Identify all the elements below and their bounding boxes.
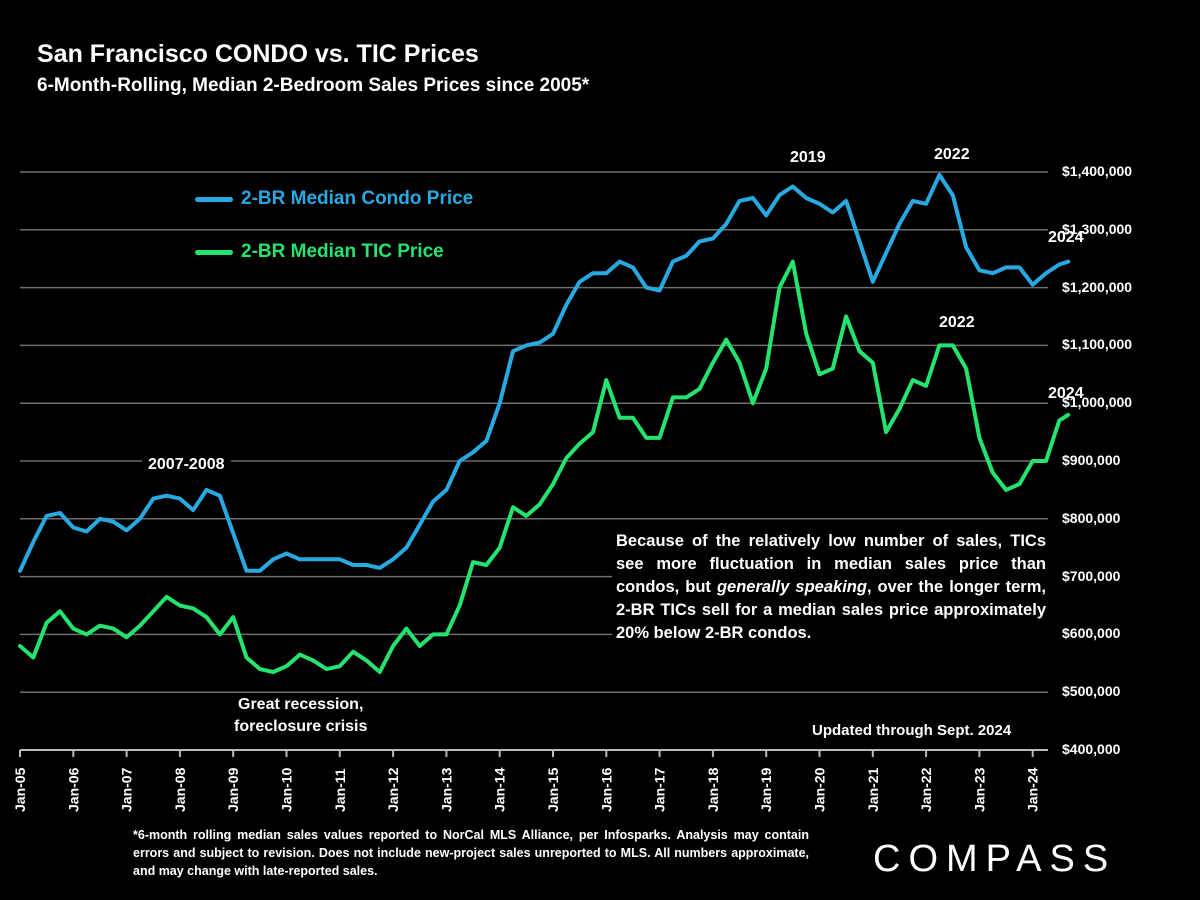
annotation-condo-2019: 2019 — [784, 147, 832, 169]
x-tick-label: Jan-16 — [598, 767, 614, 812]
legend-item-condo: 2-BR Median Condo Price — [195, 188, 473, 210]
x-tick-label: Jan-15 — [545, 767, 561, 812]
note-part-2: generally speaking — [716, 578, 867, 596]
y-tick-label: $1,400,000 — [1062, 163, 1133, 179]
x-tick-label: Jan-06 — [65, 767, 81, 812]
y-tick-label: $1,000,000 — [1062, 394, 1133, 411]
x-tick-label: Jan-10 — [279, 767, 295, 812]
chart-title: San Francisco CONDO vs. TIC Prices — [37, 40, 479, 68]
x-tick-label: Jan-20 — [812, 767, 828, 812]
y-tick-label: $700,000 — [1062, 567, 1121, 584]
tic-price-line — [18, 259, 1071, 674]
legend-label-tic: 2-BR Median TIC Price — [241, 241, 444, 262]
x-tick-label: Jan-09 — [225, 767, 241, 812]
y-tick-label: $1,200,000 — [1062, 278, 1133, 295]
footnote: *6-month rolling median sales values rep… — [133, 828, 809, 878]
legend-swatch-condo — [195, 196, 233, 202]
legend-item-tic: 2-BR Median TIC Price — [195, 241, 444, 263]
legend-swatch-tic — [195, 249, 233, 255]
x-tick-label: Jan-24 — [1025, 767, 1041, 812]
x-tick-label: Jan-21 — [865, 767, 881, 812]
annotation-2007-2008: 2007-2008 — [142, 454, 231, 476]
annotation-tic-2022: 2022 — [933, 312, 981, 334]
y-tick-label: $900,000 — [1062, 452, 1121, 468]
annotation-condo-2022: 2022 — [928, 144, 976, 166]
note-part-3: , over the longer term, 2-BR TICs sell f… — [616, 578, 1046, 642]
annotation-note: Because of the relatively low number of … — [612, 530, 1050, 645]
y-tick-label: $600,000 — [1062, 625, 1121, 642]
x-tick-label: Jan-07 — [119, 767, 135, 812]
chart-subtitle: 6-Month-Rolling, Median 2-Bedroom Sales … — [37, 75, 590, 96]
x-tick-label: Jan-05 — [12, 767, 28, 812]
compass-logo: COMPASS — [873, 838, 1117, 880]
x-tick-label: Jan-11 — [332, 768, 348, 812]
annotation-recession-line1: Great recession, — [238, 696, 364, 713]
updated-label: Updated through Sept. 2024 — [812, 722, 1012, 739]
annotation-tic-2024: 2024 — [1048, 385, 1084, 402]
condo-price-line — [18, 172, 1071, 573]
x-tick-label: Jan-08 — [172, 767, 188, 812]
x-tick-label: Jan-14 — [492, 767, 508, 812]
y-tick-label: $1,300,000 — [1062, 220, 1133, 237]
y-tick-label: $1,100,000 — [1062, 336, 1133, 353]
x-tick-label: Jan-22 — [918, 767, 934, 812]
x-tick-label: Jan-19 — [758, 767, 774, 812]
y-tick-label: $400,000 — [1062, 741, 1121, 757]
y-tick-label: $500,000 — [1062, 683, 1121, 700]
annotation-recession-line2: foreclosure crisis — [234, 718, 368, 735]
legend-label-condo: 2-BR Median Condo Price — [241, 188, 474, 209]
x-tick-label: Jan-12 — [385, 767, 401, 812]
y-tick-label: $800,000 — [1062, 509, 1121, 526]
x-tick-label: Jan-23 — [971, 767, 987, 812]
annotation-condo-2024: 2024 — [1048, 229, 1084, 246]
x-tick-label: Jan-18 — [705, 767, 721, 812]
note-part-1: Because of the relatively low number of … — [616, 532, 1046, 596]
annotation-recession: Great recession, foreclosure crisis — [228, 694, 374, 738]
x-tick-label: Jan-13 — [438, 767, 454, 812]
x-tick-label: Jan-17 — [652, 767, 668, 812]
